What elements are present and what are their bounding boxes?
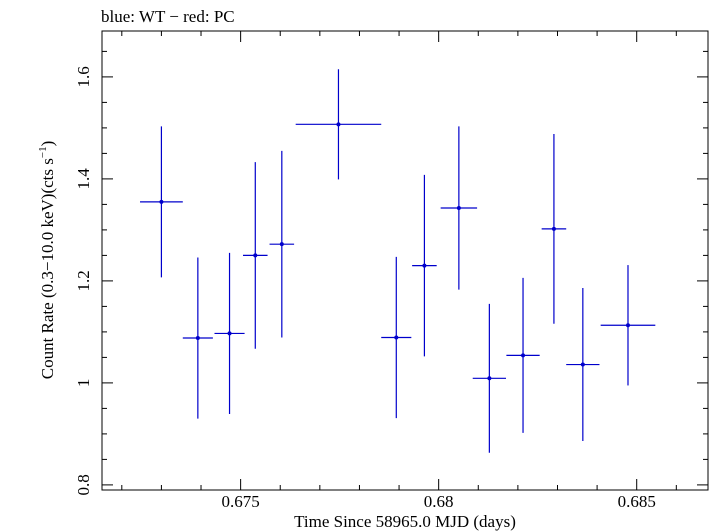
data-point [227,331,232,336]
y-tick-label: 1 [74,379,93,388]
y-tick-label: 0.8 [74,474,93,495]
data-point [195,336,200,341]
x-tick-label: 0.68 [424,492,454,511]
data-point-group [506,277,540,433]
y-tick-label: 1.4 [74,168,93,190]
data-point [580,362,585,367]
data-point [279,242,284,247]
y-axis-label-close: ) [38,141,57,147]
y-axis-label-main: Count Rate (0.3−10.0 keV)(cts s [38,158,57,379]
x-axis-label: Time Since 58965.0 MJD (days) [294,512,516,531]
data-layer [140,69,656,453]
data-point [336,122,341,127]
data-point [551,226,556,231]
data-point-group [440,126,478,290]
x-tick-label: 0.685 [618,492,656,511]
plot-frame [101,30,709,491]
data-point-group [412,174,437,357]
data-point [487,376,492,381]
y-axis-label: Count Rate (0.3−10.0 keV)(cts s−1) [37,141,57,380]
data-point-group [243,162,268,349]
data-point-group [541,134,567,324]
data-point-group [269,150,295,338]
axis-tick-labels: 0.675 0.68 0.685 0.8 1 1.2 1.4 1.6 [74,66,656,511]
y-tick-label: 1.6 [74,66,93,87]
y-axis-label-superscript: −1 [37,146,49,158]
data-point-group [182,257,213,419]
data-point [521,353,526,358]
data-point-group [600,265,656,386]
data-point [394,335,399,340]
y-tick-label: 1.2 [74,270,93,291]
data-point [625,323,630,328]
data-point-group [381,256,412,419]
data-point [253,253,258,258]
data-point [159,199,164,204]
data-point [456,205,461,210]
data-point-group [566,288,600,442]
data-point-group [140,126,183,278]
chart-title: blue: WT − red: PC [101,7,235,26]
data-point-group [472,303,506,453]
data-point-group [295,69,382,180]
axis-ticks [102,31,708,490]
data-point-group [214,252,245,415]
x-tick-label: 0.675 [222,492,260,511]
data-point [422,263,427,268]
